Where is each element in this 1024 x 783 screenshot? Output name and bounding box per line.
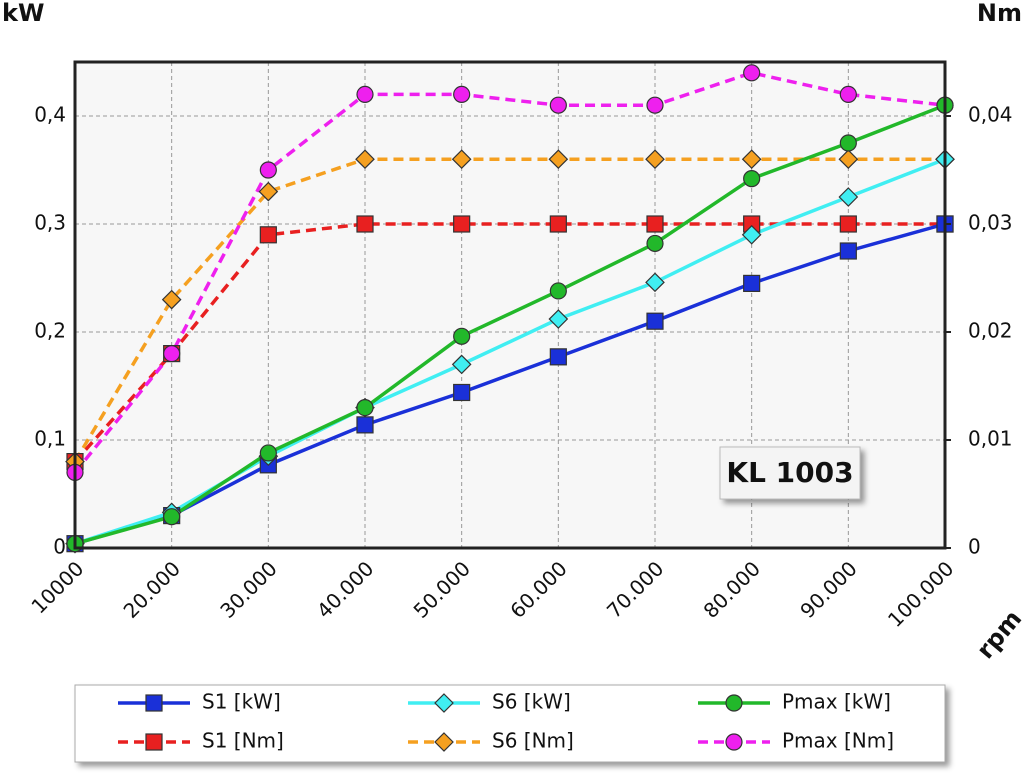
x-axis-title: rpm (971, 605, 1024, 664)
x-tick-label: 30.000 (215, 556, 281, 622)
marker (259, 444, 277, 462)
marker (645, 149, 665, 170)
marker (646, 312, 664, 330)
marker (646, 215, 664, 233)
marker (839, 242, 857, 260)
marker (356, 215, 374, 233)
marker (548, 149, 569, 170)
marker (743, 170, 761, 188)
marker (453, 215, 471, 233)
marker (741, 224, 762, 245)
x-tick-label: 10000 (26, 556, 88, 618)
marker (549, 348, 567, 366)
marker (743, 64, 761, 82)
marker (161, 289, 182, 310)
legend-label: S6 [Nm] (492, 729, 574, 753)
y2-tick-label: 0,01 (968, 427, 1013, 451)
x-tick-label: 70.000 (602, 556, 668, 622)
legend-label: S1 [kW] (202, 690, 281, 714)
marker (839, 85, 857, 104)
marker (453, 327, 471, 345)
y-tick-label: 0,4 (34, 103, 66, 127)
y-axis-title: kW (2, 0, 44, 27)
x-tick-label: 60.000 (505, 556, 571, 622)
x-tick-label: 40.000 (312, 556, 378, 622)
marker (259, 226, 277, 244)
y2-tick-label: 0,02 (968, 319, 1013, 343)
marker (645, 272, 665, 293)
legend-label: Pmax [kW] (782, 690, 891, 714)
marker (356, 416, 374, 434)
marker (646, 96, 664, 114)
marker (355, 149, 375, 170)
x-tick-label: 20.000 (119, 556, 185, 622)
legend-label: Pmax [Nm] (782, 729, 894, 753)
legend-box (74, 684, 946, 763)
marker (549, 215, 567, 233)
marker (743, 274, 761, 292)
legend-marker (145, 694, 163, 712)
marker (451, 354, 472, 375)
marker (453, 85, 471, 104)
marker (548, 309, 569, 329)
marker (163, 508, 181, 526)
x-tick-label: 50.000 (409, 556, 475, 622)
marker (838, 149, 859, 170)
marker (258, 181, 279, 202)
legend-marker (725, 694, 743, 712)
x-tick-label: 100.000 (883, 556, 958, 631)
marker (741, 149, 762, 170)
y2-tick-label: 0,04 (968, 103, 1013, 127)
marker (259, 161, 277, 179)
marker (163, 345, 181, 363)
legend-marker (145, 733, 163, 751)
legend-marker (434, 732, 454, 752)
y-tick-label: 0,2 (34, 319, 66, 343)
marker (451, 149, 472, 170)
y-tick-label: 0 (53, 535, 66, 559)
marker (453, 383, 471, 402)
x-tick-label: 80.000 (699, 556, 765, 622)
annotation-box (719, 446, 861, 500)
legend-label: S1 [Nm] (202, 729, 284, 753)
marker (838, 187, 859, 207)
marker (839, 215, 857, 233)
y2-tick-label: 0 (968, 535, 981, 559)
y2-tick-label: 0,03 (968, 211, 1013, 235)
series-line (74, 222, 946, 546)
series-line (74, 103, 946, 546)
marker (549, 282, 567, 300)
annotation: KL 1003 (726, 456, 853, 489)
legend-label: S6 [kW] (492, 690, 571, 714)
y2-axis-title: Nm (977, 0, 1022, 27)
plot-border (73, 60, 947, 550)
marker (356, 399, 374, 417)
y-tick-label: 0,3 (34, 211, 66, 235)
marker (549, 96, 567, 114)
marker (356, 85, 374, 104)
legend-marker (725, 733, 743, 751)
y-tick-label: 0,1 (34, 427, 66, 451)
marker (646, 234, 664, 253)
marker (839, 134, 857, 152)
x-tick-label: 90.000 (795, 556, 861, 622)
series-line (73, 70, 946, 474)
legend-marker (434, 693, 454, 713)
